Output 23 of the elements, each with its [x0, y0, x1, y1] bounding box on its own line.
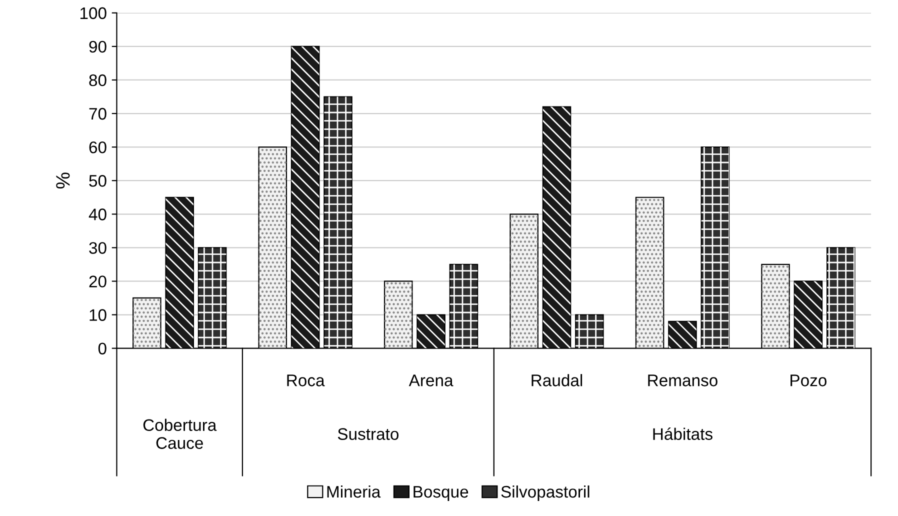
text: Cobertura Cauce — [143, 418, 217, 449]
y-axis-title: % — [56, 172, 70, 189]
x-tick-label: Raudal — [532, 374, 582, 386]
y-tick-label: 90 — [89, 40, 106, 53]
legend-label: Bosque — [414, 486, 468, 501]
y-tick-label: 80 — [89, 74, 106, 86]
y-tick-label: 20 — [89, 276, 106, 288]
y-tick-label: 0 — [98, 342, 106, 355]
x-tick-label: Pozo — [790, 374, 826, 386]
y-tick-label: 70 — [89, 108, 106, 120]
y-tick-label: 10 — [90, 309, 106, 321]
y-tick-label: 60 — [89, 141, 106, 154]
text: Hábitats — [653, 428, 712, 440]
y-tick-label: 50 — [89, 175, 106, 187]
x-tick-label: Arena — [408, 374, 454, 386]
legend-label: Mineria — [327, 485, 381, 498]
legend-label: Silvopastoril — [501, 485, 590, 501]
y-tick-label: 30 — [89, 242, 106, 254]
text: Sustrato — [338, 428, 399, 440]
y-tick-label: 40 — [88, 208, 106, 220]
x-tick-label: Roca — [287, 374, 325, 386]
y-tick-label: 100 — [80, 7, 106, 20]
x-tick-label: Remanso — [648, 374, 718, 386]
